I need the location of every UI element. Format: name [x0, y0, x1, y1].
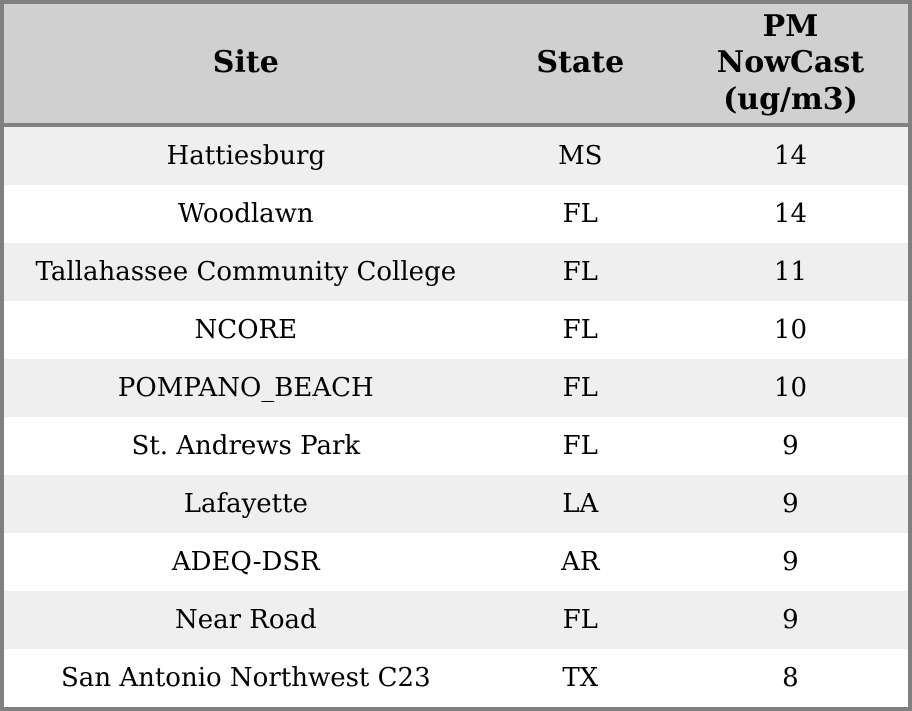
cell-pm-nowcast: 9: [782, 605, 799, 635]
cell-site: Near Road: [174, 605, 317, 635]
cell-pm-nowcast: 10: [773, 373, 807, 403]
cell-state: FL: [562, 315, 598, 345]
table-row: ADEQ-DSR AR 9: [4, 533, 908, 591]
cell-state: AR: [561, 547, 600, 577]
cell-state: MS: [558, 141, 603, 171]
table-row: Woodlawn FL 14: [4, 185, 908, 243]
table-row: San Antonio Northwest C23 TX 8: [4, 649, 908, 707]
header-label-state: State: [536, 45, 625, 81]
table-row: Hattiesburg MS 14: [4, 127, 908, 185]
table-row: NCORE FL 10: [4, 301, 908, 359]
cell-site: Hattiesburg: [166, 141, 326, 171]
cell-site: POMPANO_BEACH: [117, 373, 374, 403]
cell-pm-nowcast: 10: [773, 315, 807, 345]
table-row: Tallahassee Community College FL 11: [4, 243, 908, 301]
cell-pm-nowcast: 14: [773, 199, 807, 229]
header-label-site: Site: [212, 45, 279, 81]
cell-state: FL: [562, 199, 598, 229]
cell-pm-nowcast: 11: [773, 257, 807, 287]
cell-site: Woodlawn: [177, 199, 314, 229]
table-header: Site State PM NowCast (ug/m3): [4, 4, 908, 127]
cell-site: St. Andrews Park: [131, 431, 361, 461]
table-row: Near Road FL 9: [4, 591, 908, 649]
cell-pm-nowcast: 9: [782, 547, 799, 577]
cell-site: Tallahassee Community College: [35, 257, 457, 287]
cell-state: TX: [562, 663, 599, 693]
cell-pm-nowcast: 14: [773, 141, 807, 171]
table-row: Lafayette LA 9: [4, 475, 908, 533]
header-cell-site: Site: [4, 4, 488, 123]
cell-site: NCORE: [194, 315, 298, 345]
cell-site: Lafayette: [183, 489, 308, 519]
cell-site: ADEQ-DSR: [171, 547, 320, 577]
cell-state: FL: [562, 605, 598, 635]
header-label-pm-nowcast: PM NowCast (ug/m3): [716, 8, 865, 117]
cell-site: San Antonio Northwest C23: [61, 663, 431, 693]
header-cell-pm-nowcast: PM NowCast (ug/m3): [673, 4, 908, 123]
table-row: St. Andrews Park FL 9: [4, 417, 908, 475]
cell-state: FL: [562, 257, 598, 287]
header-cell-state: State: [488, 4, 673, 123]
cell-state: FL: [562, 431, 598, 461]
cell-pm-nowcast: 8: [782, 663, 799, 693]
cell-state: FL: [562, 373, 598, 403]
cell-state: LA: [562, 489, 599, 519]
cell-pm-nowcast: 9: [782, 431, 799, 461]
table-body: Hattiesburg MS 14 Woodlawn FL 14 Tallaha…: [4, 127, 908, 707]
cell-pm-nowcast: 9: [782, 489, 799, 519]
table-row: POMPANO_BEACH FL 10: [4, 359, 908, 417]
